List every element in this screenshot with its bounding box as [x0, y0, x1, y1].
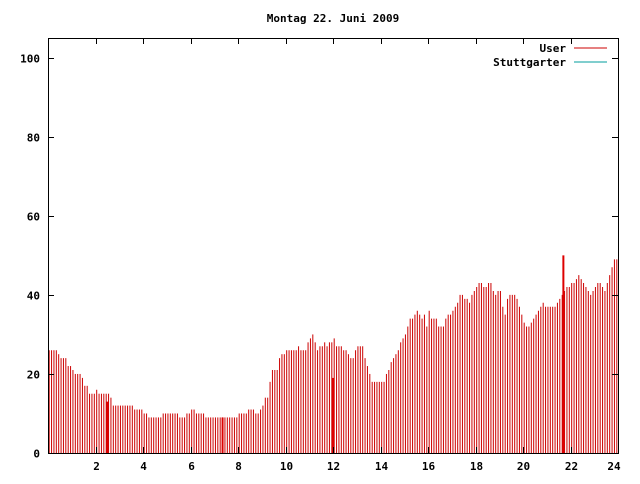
x-tick-label-10: 10 [280, 460, 293, 473]
y-tick-label-80: 80 [27, 132, 40, 145]
y-tick-label-40: 40 [27, 290, 40, 303]
legend-label-0: User [540, 42, 567, 55]
y-tick-label-100: 100 [20, 53, 40, 66]
x-tick-label-8: 8 [235, 460, 242, 473]
bars-group [48, 255, 618, 453]
x-tick-label-12: 12 [327, 460, 340, 473]
chart-title: Montag 22. Juni 2009 [267, 12, 399, 25]
x-tick-label-4: 4 [140, 460, 147, 473]
y-tick-label-60: 60 [27, 211, 40, 224]
x-tick-label-20: 20 [517, 460, 530, 473]
x-tick-label-6: 6 [188, 460, 195, 473]
x-tick-label-22: 22 [565, 460, 578, 473]
x-tick-label-14: 14 [375, 460, 389, 473]
x-tick-label-24: 24 [607, 460, 621, 473]
x-tick-label-2: 2 [93, 460, 100, 473]
x-tick-label-18: 18 [470, 460, 483, 473]
y-tick-label-20: 20 [27, 369, 40, 382]
y-tick-label-0: 0 [33, 448, 40, 461]
legend-label-1: Stuttgarter [493, 56, 566, 69]
x-tick-label-16: 16 [422, 460, 436, 473]
